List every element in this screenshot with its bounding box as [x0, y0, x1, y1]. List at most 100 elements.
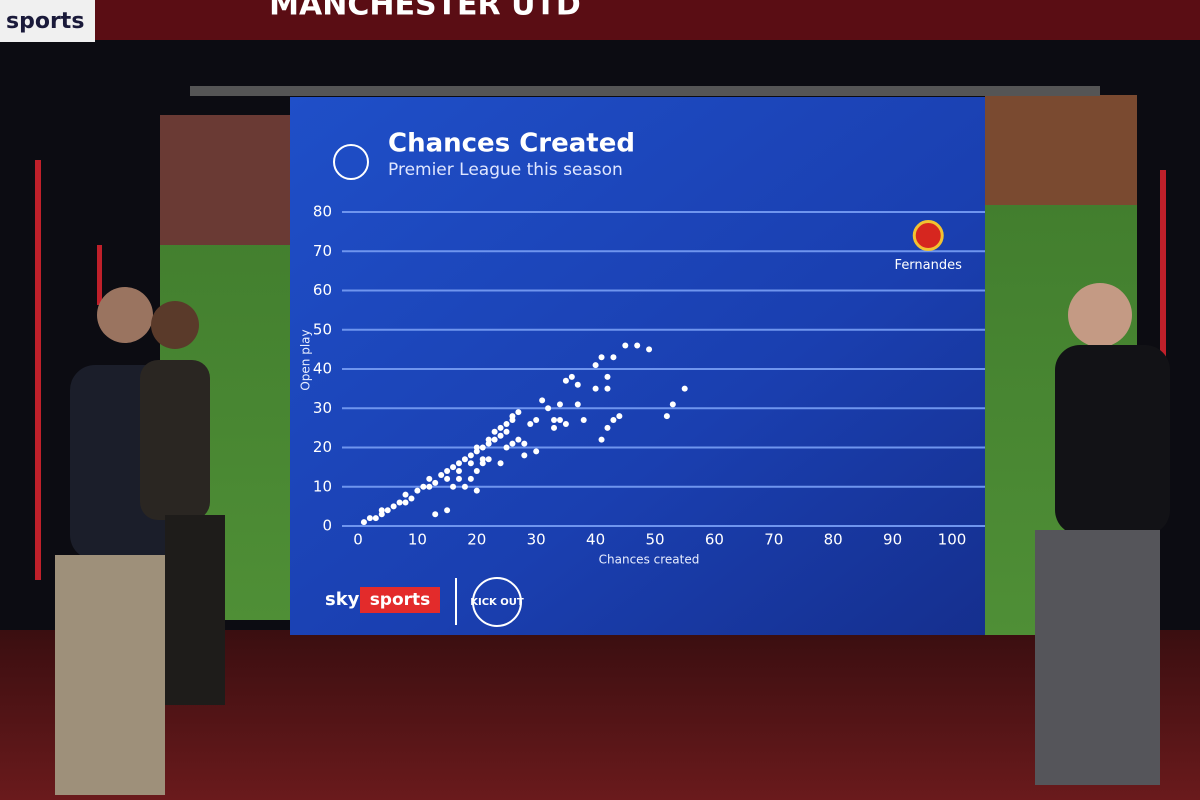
point [604, 424, 611, 431]
y-tick-label: 70 [313, 242, 332, 260]
point [438, 471, 445, 478]
player-badge [912, 220, 944, 252]
x-tick-label: 70 [764, 531, 783, 549]
point [497, 460, 504, 467]
point [444, 507, 451, 514]
y-tick-label: 10 [313, 477, 332, 495]
point [432, 511, 439, 518]
point [503, 428, 510, 435]
point [568, 373, 575, 380]
light-strip [1160, 170, 1166, 500]
x-axis-label: Chances created [599, 553, 700, 567]
point [461, 483, 468, 490]
x-tick-label: 60 [705, 531, 724, 549]
light-strip [35, 160, 41, 580]
point [604, 385, 611, 392]
x-tick-label: 30 [527, 531, 546, 549]
point [467, 460, 474, 467]
truss [190, 86, 1100, 96]
point [444, 475, 451, 482]
point [604, 373, 611, 380]
league-logo [333, 144, 369, 180]
point [485, 456, 492, 463]
y-tick-label: 0 [322, 517, 332, 535]
brand-suffix: sports [370, 590, 431, 610]
point [491, 436, 498, 443]
point [509, 413, 516, 420]
point [556, 417, 563, 424]
point [527, 420, 534, 427]
point [402, 491, 409, 498]
y-tick-label: 40 [313, 360, 332, 378]
point [455, 475, 462, 482]
point [503, 444, 510, 451]
point [533, 417, 540, 424]
chart-panel [290, 97, 985, 635]
point [515, 409, 522, 416]
point [426, 475, 433, 482]
y-axis-label: Open play [299, 329, 313, 390]
point [551, 417, 558, 424]
point [556, 401, 563, 408]
point [390, 503, 397, 510]
point [634, 342, 641, 349]
point [402, 499, 409, 506]
point [378, 507, 385, 514]
point [562, 377, 569, 384]
point [533, 448, 540, 455]
point [598, 436, 605, 443]
x-tick-label: 40 [586, 531, 605, 549]
point [663, 413, 670, 420]
point [592, 385, 599, 392]
brand-suffix-box [360, 587, 440, 613]
banner-title: MANCHESTER UTD [269, 0, 581, 23]
x-tick-label: 90 [883, 531, 902, 549]
point [408, 495, 415, 502]
point [491, 428, 498, 435]
partner-ring [472, 577, 522, 627]
point [509, 440, 516, 447]
point [598, 354, 605, 361]
point [420, 483, 427, 490]
point [461, 456, 468, 463]
point [479, 444, 486, 451]
x-tick-label: 10 [408, 531, 427, 549]
y-tick-label: 80 [313, 203, 332, 221]
point [450, 464, 457, 471]
point [574, 401, 581, 408]
point [574, 381, 581, 388]
presenter-middle [140, 301, 225, 705]
x-tick-label: 100 [938, 531, 967, 549]
point [444, 468, 451, 475]
point [551, 424, 558, 431]
point [580, 417, 587, 424]
point [467, 452, 474, 459]
point [372, 515, 379, 522]
chart-subtitle: Premier League this season [388, 160, 623, 180]
x-tick-label: 50 [645, 531, 664, 549]
point [450, 483, 457, 490]
x-tick-label: 20 [467, 531, 486, 549]
point [669, 401, 676, 408]
point [515, 436, 522, 443]
crowd-right [985, 95, 1137, 205]
y-tick-label: 30 [313, 399, 332, 417]
point [610, 354, 617, 361]
x-tick-label: 80 [824, 531, 843, 549]
point [473, 468, 480, 475]
plot: 0 10 20 30 40 50 60 70 80 0 10 20 30 40 50 60 70 80 90 100 F… [313, 203, 985, 549]
chart-title: Chances Created [388, 129, 635, 159]
point [503, 420, 510, 427]
y-tick-label: 60 [313, 281, 332, 299]
point [366, 515, 373, 522]
point [592, 362, 599, 369]
point [479, 460, 486, 467]
point [455, 468, 462, 475]
point [473, 444, 480, 451]
point [681, 385, 688, 392]
presenter-right [1035, 283, 1170, 785]
point [521, 440, 528, 447]
point [646, 346, 653, 353]
